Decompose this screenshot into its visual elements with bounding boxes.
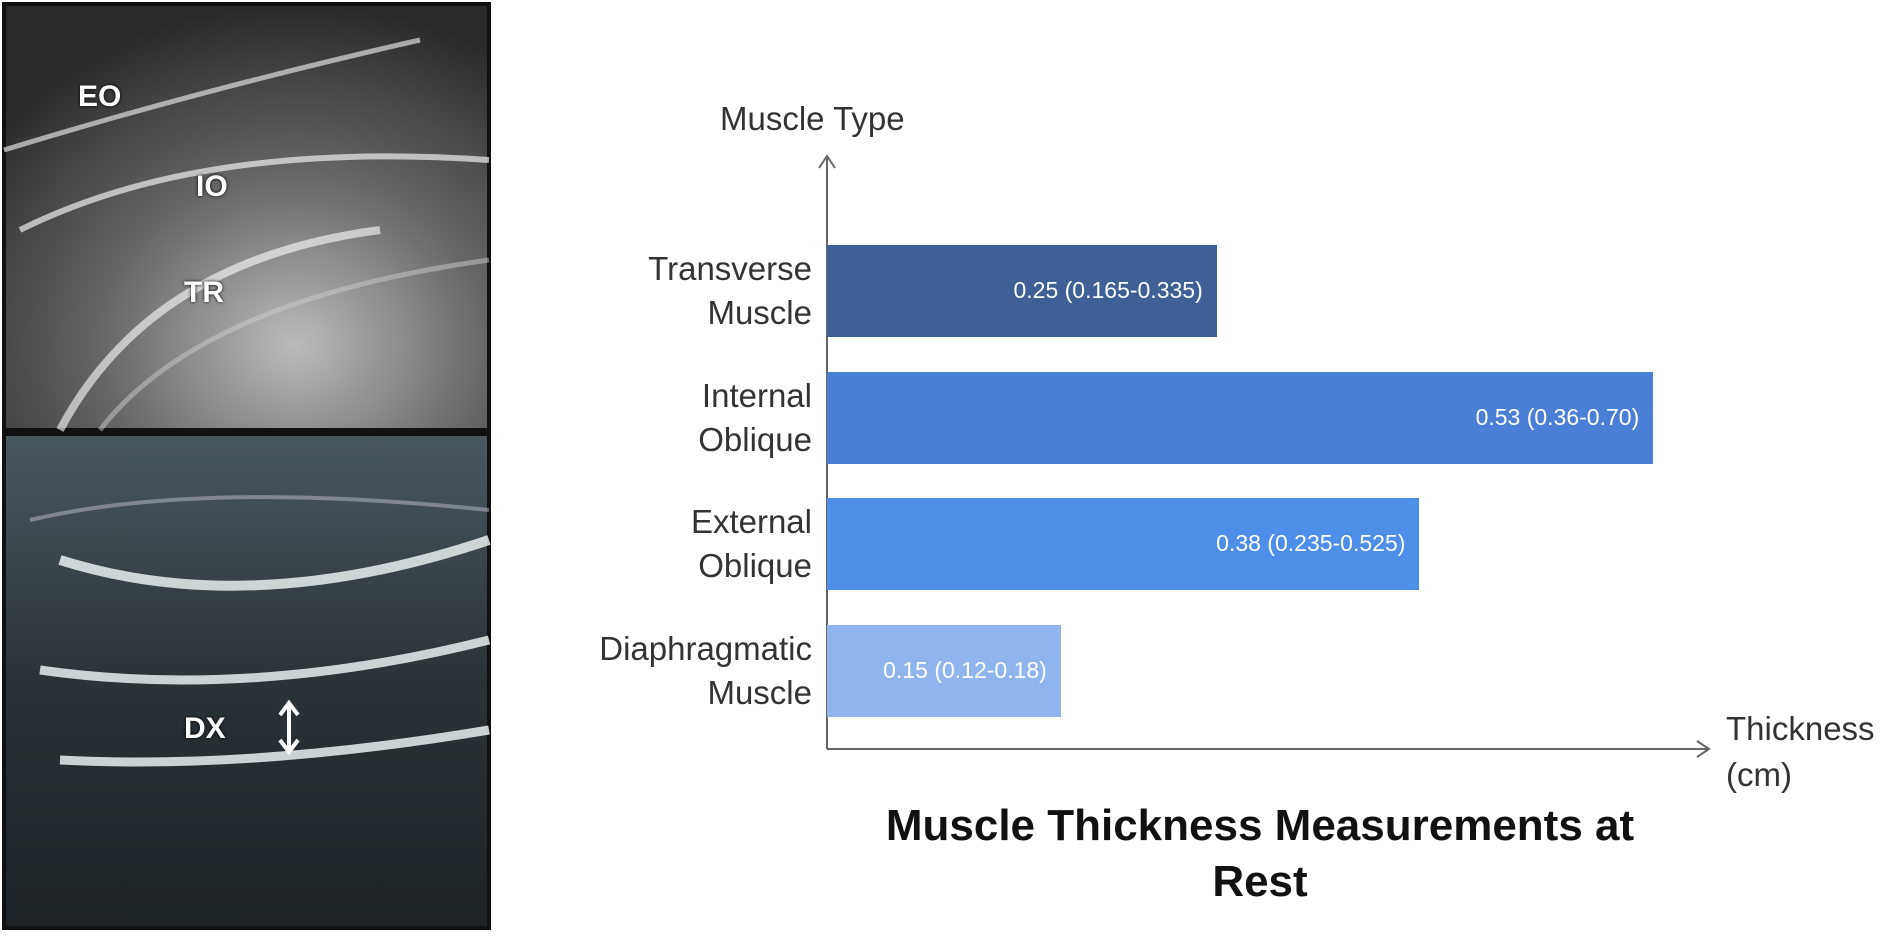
- y-axis-label: Muscle Type: [720, 100, 905, 137]
- image-label: TR: [184, 276, 224, 309]
- y-tick-label: Transverse Muscle: [648, 250, 812, 331]
- value-label: 0.53 (0.36-0.70): [1475, 403, 1640, 430]
- chart-title: Muscle Thickness Measurements at Rest: [885, 801, 1635, 906]
- x-axis-label: Thickness (cm): [1726, 710, 1875, 793]
- bar: [827, 624, 1061, 717]
- y-tick-label: Diaphragmatic Muscle: [599, 629, 812, 711]
- y-tick-label: Internal Oblique: [698, 376, 812, 458]
- bar: [827, 245, 1217, 337]
- value-label: 0.25 (0.165-0.335): [1013, 277, 1203, 303]
- value-label: 0.38 (0.235-0.525): [1216, 530, 1406, 556]
- bar: [827, 498, 1420, 590]
- ultrasound-images: [2, 2, 491, 930]
- image-label: DX: [184, 712, 226, 745]
- image-label: IO: [196, 170, 228, 203]
- x-axis: [827, 740, 1711, 758]
- image-label: EO: [78, 80, 122, 113]
- y-tick-label: External Oblique: [690, 503, 812, 584]
- value-label: 0.15 (0.12-0.18): [883, 656, 1047, 683]
- bar: [827, 371, 1654, 464]
